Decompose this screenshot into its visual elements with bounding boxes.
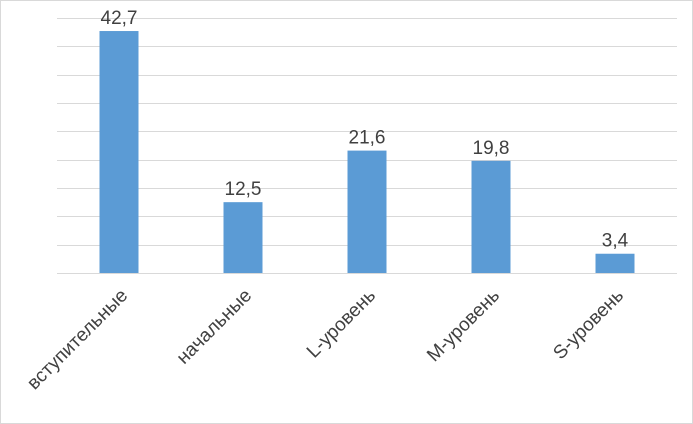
bar-value-label: 3,4	[602, 231, 629, 252]
bar	[347, 150, 387, 273]
bar-value-label: 19,8	[473, 138, 510, 159]
value-labels: 42,7 12,5 21,6 19,8 3,4	[101, 8, 629, 252]
category-label: S-уровень	[549, 285, 628, 364]
category-label: L-уровень	[303, 285, 380, 362]
bar-value-label: 42,7	[101, 8, 138, 29]
category-label: начальные	[173, 285, 256, 368]
bar	[223, 202, 263, 273]
category-label: M-уровень	[423, 285, 504, 366]
bar	[99, 31, 139, 274]
category-label: вступительные	[23, 285, 132, 394]
bar	[595, 253, 635, 273]
category-axis-labels: вступительные начальные L-уровень M-уровень…	[23, 285, 628, 394]
bar-value-label: 21,6	[349, 128, 386, 149]
bars	[99, 31, 635, 274]
bar	[471, 160, 511, 273]
bar-value-label: 12,5	[225, 179, 262, 200]
